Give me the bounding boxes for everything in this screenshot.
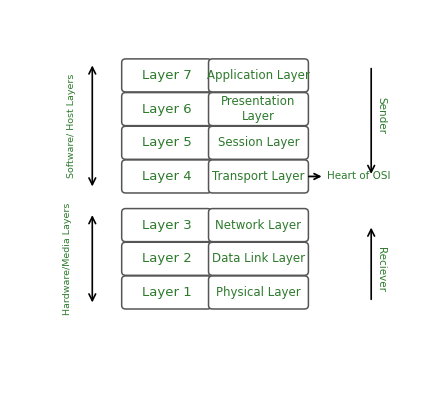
Text: Heart of OSI: Heart of OSI <box>326 171 390 181</box>
FancyBboxPatch shape <box>208 160 308 193</box>
Text: Presentation
Layer: Presentation Layer <box>221 95 295 123</box>
FancyBboxPatch shape <box>208 93 308 126</box>
FancyBboxPatch shape <box>121 276 211 309</box>
Text: Layer 2: Layer 2 <box>141 252 191 265</box>
Text: Sender: Sender <box>375 96 385 134</box>
FancyBboxPatch shape <box>121 126 211 159</box>
Text: Hardware/Media Layers: Hardware/Media Layers <box>63 202 72 315</box>
FancyBboxPatch shape <box>208 242 308 275</box>
Text: Physical Layer: Physical Layer <box>215 286 300 299</box>
FancyBboxPatch shape <box>208 276 308 309</box>
Text: Layer 1: Layer 1 <box>141 286 191 299</box>
Text: Reciever: Reciever <box>375 247 385 292</box>
FancyBboxPatch shape <box>121 242 211 275</box>
FancyBboxPatch shape <box>208 59 308 92</box>
FancyBboxPatch shape <box>121 59 211 92</box>
Text: Data Link Layer: Data Link Layer <box>212 252 304 265</box>
Text: Network Layer: Network Layer <box>215 219 301 232</box>
Text: Transport Layer: Transport Layer <box>212 170 304 183</box>
Text: Layer 7: Layer 7 <box>141 69 191 82</box>
FancyBboxPatch shape <box>121 93 211 126</box>
Text: Layer 5: Layer 5 <box>141 136 191 149</box>
FancyBboxPatch shape <box>208 209 308 242</box>
FancyBboxPatch shape <box>121 209 211 242</box>
Text: Layer 3: Layer 3 <box>141 219 191 232</box>
Text: Session Layer: Session Layer <box>217 136 298 149</box>
FancyBboxPatch shape <box>208 126 308 159</box>
FancyBboxPatch shape <box>121 160 211 193</box>
Text: Software/ Host Layers: Software/ Host Layers <box>67 74 76 178</box>
Text: Layer 4: Layer 4 <box>141 170 191 183</box>
Text: Layer 6: Layer 6 <box>141 102 191 115</box>
Text: Application Layer: Application Layer <box>206 69 309 82</box>
